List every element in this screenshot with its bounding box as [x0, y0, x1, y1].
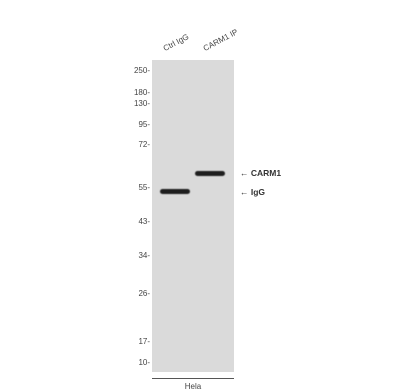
sample-divider — [152, 378, 234, 379]
lane-label-carm1-ip: CARM1 IP — [201, 27, 240, 53]
sample-label: Hela — [184, 382, 202, 391]
band-label-igg: ← IgG — [240, 187, 266, 197]
marker-10: 10- — [138, 358, 150, 367]
marker-72: 72- — [138, 140, 150, 149]
band-label-carm1: ← CARM1 — [240, 168, 282, 178]
marker-17: 17- — [138, 337, 150, 346]
marker-34: 34- — [138, 251, 150, 260]
marker-95: 95- — [138, 120, 150, 129]
band-carm1 — [195, 171, 225, 176]
marker-180: 180- — [133, 88, 150, 97]
marker-26: 26- — [138, 289, 150, 298]
lane-label-ctrl-igg: Ctrl IgG — [161, 32, 191, 53]
marker-250: 250- — [133, 66, 150, 75]
band-igg — [160, 189, 190, 194]
marker-43: 43- — [138, 217, 150, 226]
blot-membrane — [152, 60, 234, 372]
marker-130: 130- — [133, 99, 150, 108]
marker-55: 55- — [138, 183, 150, 192]
